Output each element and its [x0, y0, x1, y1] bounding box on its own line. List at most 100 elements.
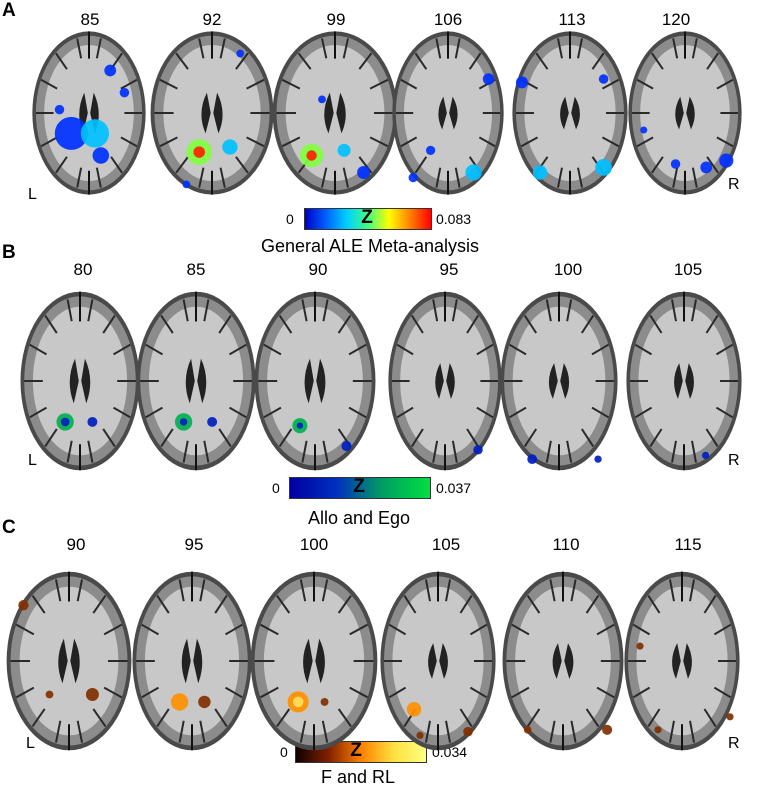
- activation-cluster: [719, 153, 734, 168]
- sulcus: [342, 167, 349, 188]
- sulcus: [76, 38, 83, 59]
- activation-cluster: [306, 150, 317, 161]
- sulcus: [321, 720, 329, 743]
- sulcus: [95, 38, 102, 59]
- ventricle: [686, 96, 695, 130]
- sulcus: [322, 440, 329, 463]
- sulcus: [369, 136, 389, 148]
- brain-slice: [380, 571, 496, 751]
- ventricle: [304, 358, 314, 404]
- ventricle: [446, 363, 455, 399]
- activation-cluster: [320, 697, 329, 706]
- sulcus: [110, 156, 123, 174]
- white-matter: [267, 306, 363, 456]
- brain-slice: [626, 291, 742, 471]
- panel-caption: Allo and Ego: [307, 508, 411, 528]
- white-matter: [144, 586, 240, 736]
- sulcus: [716, 78, 734, 90]
- ventricle: [428, 643, 437, 679]
- sulcus: [337, 708, 352, 728]
- sulcus: [214, 595, 228, 614]
- slice-number: 115: [674, 535, 702, 554]
- sulcus: [278, 428, 293, 447]
- panel-letter: B: [2, 242, 16, 263]
- sulcus: [199, 579, 206, 602]
- sulcus: [92, 594, 107, 614]
- sulcus: [647, 708, 661, 727]
- sulcus: [263, 406, 282, 419]
- sulcus: [647, 595, 661, 614]
- ventricle: [672, 643, 681, 679]
- panel-caption: F and RL: [320, 767, 396, 787]
- sulcus: [713, 686, 732, 699]
- slice-number: 90: [66, 535, 86, 554]
- sulcus: [585, 595, 600, 614]
- sulcus: [591, 343, 609, 356]
- sulcus: [716, 136, 734, 148]
- sulcus: [281, 78, 301, 90]
- slice-number: 80: [73, 260, 93, 279]
- sulcus: [526, 595, 541, 614]
- sulcus: [520, 136, 539, 148]
- sulcus: [160, 428, 174, 447]
- sulcus: [703, 595, 717, 614]
- activation-cluster: [482, 73, 495, 85]
- sulcus: [691, 38, 698, 59]
- sulcus: [66, 299, 73, 322]
- activation-cluster: [473, 445, 483, 455]
- colorbar-gradient: [304, 208, 432, 230]
- sulcus: [55, 720, 62, 743]
- activation-cluster: [425, 145, 436, 156]
- sulcus: [103, 623, 123, 636]
- activation-cluster: [80, 119, 110, 148]
- sulcus: [44, 428, 58, 447]
- sulcus: [159, 78, 178, 90]
- activation-cluster: [54, 116, 88, 150]
- sulcus: [596, 686, 615, 699]
- sulcus: [29, 343, 47, 356]
- brain-slice: [150, 31, 274, 195]
- ventricle: [69, 358, 79, 404]
- sulcus: [229, 406, 247, 419]
- ventricle: [564, 643, 574, 679]
- sulcus: [669, 579, 675, 602]
- sulcus: [425, 579, 431, 602]
- sulcus: [225, 623, 243, 636]
- sulcus: [403, 595, 417, 614]
- activation-cluster: [702, 451, 710, 459]
- white-matter: [636, 586, 728, 736]
- colorbar-gradient: [289, 477, 431, 499]
- activation-cluster: [463, 726, 473, 737]
- sulcus: [414, 156, 428, 174]
- sulcus: [400, 78, 418, 90]
- sulcus: [691, 299, 697, 322]
- ventricle: [675, 96, 684, 130]
- sulcus: [44, 315, 58, 334]
- sulcus: [577, 167, 583, 188]
- sulcus: [145, 343, 163, 356]
- brain-slice: [628, 31, 742, 195]
- sulcus: [691, 440, 697, 463]
- sulcus: [509, 406, 527, 419]
- sulcus: [549, 720, 556, 743]
- sulcus: [388, 623, 407, 636]
- panel-c: C 90 95 100 105 110 115 L R 0 Z 0.034 F …: [0, 515, 761, 795]
- sulcus: [348, 343, 367, 356]
- sulcus: [260, 686, 279, 699]
- sulcus: [31, 594, 46, 614]
- brain-slice: [136, 291, 256, 471]
- activation-cluster: [60, 417, 70, 427]
- sulcus: [634, 343, 653, 356]
- sulcus: [469, 686, 488, 699]
- right-hemisphere-label: R: [728, 735, 740, 752]
- sulcus: [459, 708, 473, 727]
- sulcus: [95, 167, 102, 188]
- sulcus: [322, 299, 329, 322]
- sulcus: [369, 78, 389, 90]
- white-matter: [285, 45, 385, 181]
- sulcus: [509, 343, 527, 356]
- slice-number: 120: [661, 10, 691, 29]
- sulcus: [703, 708, 717, 727]
- slice-number: 90: [308, 260, 328, 279]
- sulcus: [451, 440, 458, 463]
